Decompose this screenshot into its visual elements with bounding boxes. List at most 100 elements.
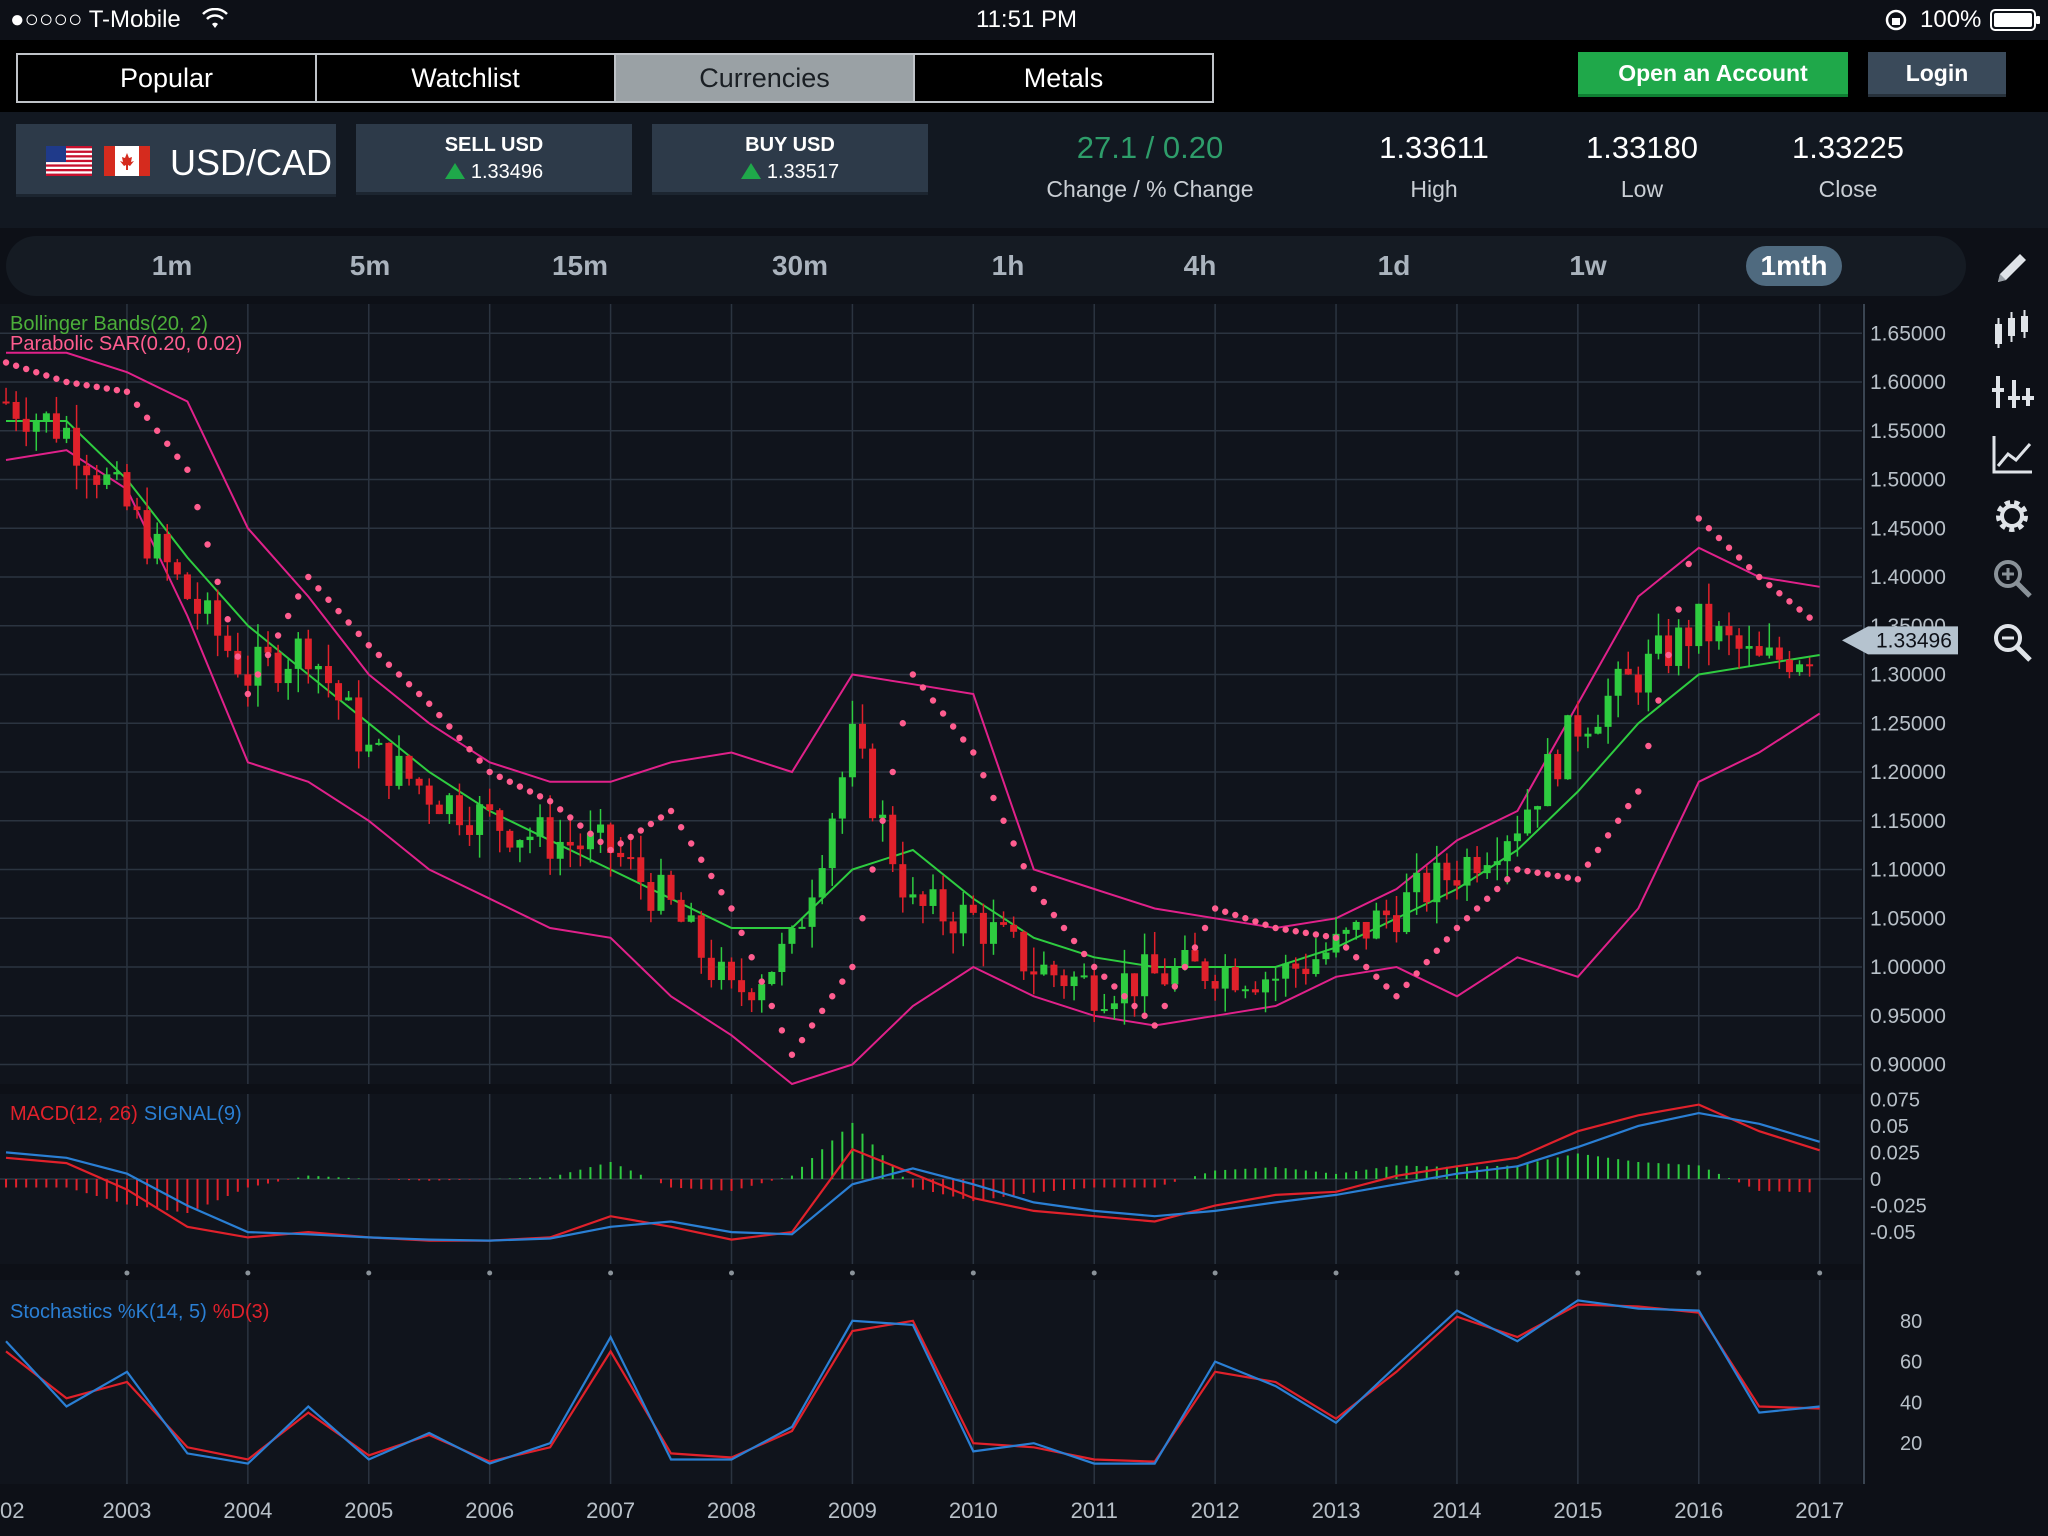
candle-body — [1141, 954, 1149, 997]
price-tick-label: 1.15000 — [1870, 810, 1946, 833]
sar-dot — [1403, 981, 1410, 989]
zoom-in-icon[interactable] — [1990, 556, 2034, 600]
high-value: 1.33611 — [1379, 130, 1489, 165]
crosshair-icon[interactable] — [1990, 370, 2034, 414]
high-stat: 1.33611 High — [1364, 130, 1504, 203]
sar-dot — [1645, 742, 1652, 750]
sar-dot — [1262, 921, 1269, 928]
x-tick-label: 2015 — [1553, 1498, 1602, 1523]
timeframe-15m[interactable]: 15m — [551, 250, 609, 281]
candle-body — [1423, 872, 1431, 903]
tab-metals[interactable]: Metals — [1023, 62, 1104, 93]
buy-label: BUY USD — [745, 134, 835, 156]
sar-dot — [1665, 651, 1672, 659]
line-chart-icon[interactable] — [1990, 432, 2034, 476]
chart-tools-sidebar — [1976, 236, 2048, 676]
pencil-icon[interactable] — [1990, 246, 2034, 290]
sar-dot — [2, 359, 10, 366]
candle-body — [224, 635, 232, 651]
battery-label: 100% — [1920, 6, 1982, 33]
candle-body — [909, 894, 917, 898]
candle-body — [1362, 921, 1370, 939]
currency-pair-selector[interactable]: USD/CAD — [16, 124, 336, 197]
candle-body — [1403, 892, 1411, 933]
timeframe-1m[interactable]: 1m — [151, 250, 193, 281]
sar-dot — [83, 382, 90, 389]
sar-dot — [1433, 947, 1441, 954]
tab-popular[interactable]: Popular — [18, 55, 317, 101]
sar-dot — [1473, 905, 1481, 912]
candle-body — [1634, 674, 1642, 693]
candle-body — [385, 742, 393, 786]
x-tick-label: 2012 — [1191, 1498, 1240, 1523]
timeframe-1w[interactable]: 1w — [1569, 250, 1607, 281]
candle-body — [93, 475, 101, 485]
close-label: Close — [1818, 176, 1878, 202]
sell-button[interactable]: SELL USD 1.33496 — [356, 124, 632, 195]
sar-dot — [103, 385, 111, 392]
candles-icon[interactable] — [1990, 308, 2034, 352]
candle-body — [1282, 963, 1290, 979]
candle-body — [687, 915, 695, 922]
buy-button[interactable]: BUY USD 1.33517 — [652, 124, 928, 195]
sar-dot — [496, 773, 503, 781]
candle-body — [335, 683, 343, 701]
price-chart[interactable]: 1.65000 1.60000 1.55000 1.50000 1.45000 1.400… — [0, 304, 1976, 1536]
candle-body — [63, 427, 70, 439]
timeframe-30m[interactable]: 30m — [771, 250, 829, 281]
gear-icon[interactable] — [1990, 494, 2034, 538]
panel-divider-dot — [124, 1270, 130, 1276]
sar-dot — [1010, 840, 1017, 847]
timeframe-1mth[interactable]: 1mth — [1746, 246, 1842, 286]
timeframe-1d[interactable]: 1d — [1377, 250, 1411, 281]
sar-dot — [677, 824, 685, 831]
candle-body — [1796, 664, 1804, 673]
sar-dot — [93, 383, 100, 391]
tab-currencies[interactable]: Currencies — [616, 55, 915, 101]
lock-rotation-icon — [1884, 8, 1908, 39]
tab-watchlist[interactable]: Watchlist — [317, 55, 616, 101]
sar-dot — [1211, 905, 1219, 912]
candle-body — [1171, 967, 1179, 985]
current-price-label: 1.33496 — [1876, 629, 1952, 652]
candle-body — [214, 600, 222, 636]
zoom-out-icon[interactable] — [1990, 620, 2034, 664]
macd-legend: MACD(12, 26) SIGNAL(9) — [10, 1103, 242, 1125]
timeframe-5m[interactable]: 5m — [349, 250, 391, 281]
candle-body — [627, 857, 635, 860]
candle-body — [597, 824, 605, 833]
candle-body — [445, 795, 453, 815]
stochastics-panel — [5, 1299, 1820, 1465]
sar-dot — [1060, 924, 1068, 932]
sar-dot — [335, 607, 342, 615]
timeframe-4h[interactable]: 4h — [1183, 250, 1217, 281]
candle-body — [1775, 647, 1783, 660]
candle-body — [1513, 833, 1521, 842]
price-tick-label: 1.60000 — [1870, 371, 1946, 394]
sar-dot — [1121, 993, 1128, 1000]
sar-dot — [667, 807, 675, 815]
sar-dot — [567, 814, 574, 821]
sar-dot — [1705, 525, 1713, 532]
open-account-button[interactable]: Open an Account — [1578, 52, 1848, 97]
candle-body — [717, 961, 725, 981]
sar-dot — [949, 723, 957, 730]
candle-body — [12, 401, 20, 419]
sar-dot — [909, 671, 917, 678]
candle-body — [576, 845, 584, 850]
sar-dot — [204, 541, 211, 548]
login-button[interactable]: Login — [1868, 52, 2006, 97]
stoch-tick-label: 60 — [1900, 1352, 1922, 1374]
sar-dot — [1756, 573, 1763, 581]
candle-body — [1534, 806, 1542, 810]
price-tick-label: 1.45000 — [1870, 517, 1946, 540]
sar-dot — [1373, 973, 1380, 980]
candle-body — [324, 665, 332, 684]
candle-body — [657, 874, 665, 911]
us-flag-icon — [46, 146, 92, 176]
status-bar: ●○○○○ T-Mobile 11:51 PM 100% — [0, 0, 2048, 40]
candle-body — [889, 814, 897, 865]
sar-dot — [718, 889, 725, 896]
signal-line — [5, 1111, 1821, 1242]
timeframe-1h[interactable]: 1h — [991, 250, 1025, 281]
